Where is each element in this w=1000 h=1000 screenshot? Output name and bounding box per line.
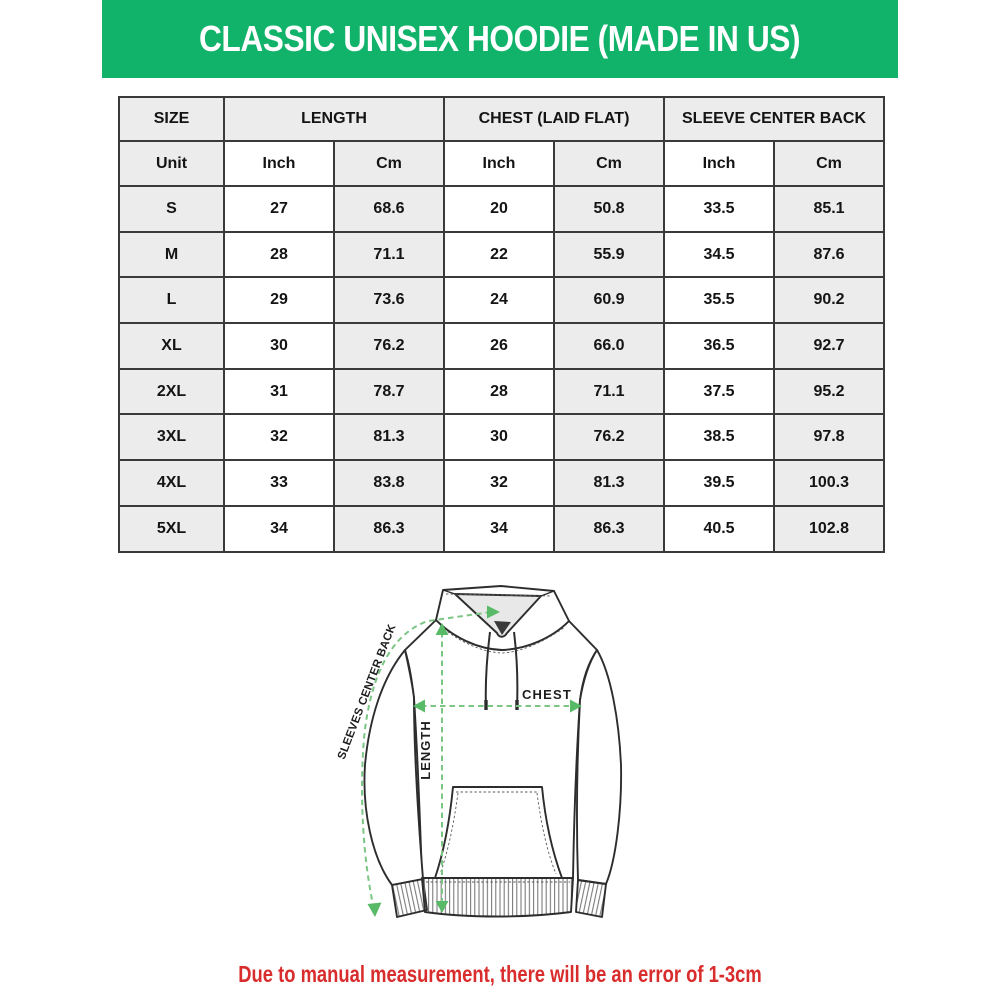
value-cell: 87.6 bbox=[773, 230, 886, 279]
value-cell: 95.2 bbox=[773, 367, 886, 416]
value-cell: 97.8 bbox=[773, 413, 886, 462]
value-cell: 39.5 bbox=[663, 459, 776, 507]
value-cell: 30 bbox=[223, 322, 335, 370]
table-row: 2XL 31 78.7 28 71.1 37.5 95.2 bbox=[118, 367, 886, 416]
unit-cell: Cm bbox=[773, 140, 886, 187]
value-cell: 26 bbox=[443, 322, 555, 370]
col-header-chest: CHEST (LAID FLAT) bbox=[442, 96, 666, 142]
title-banner: CLASSIC UNISEX HOODIE (MADE IN US) bbox=[102, 0, 898, 78]
value-cell: 28 bbox=[443, 367, 555, 416]
unit-cell: Inch bbox=[443, 140, 555, 187]
value-cell: 28 bbox=[223, 230, 335, 279]
value-cell: 73.6 bbox=[333, 276, 445, 325]
value-cell: 81.3 bbox=[552, 459, 666, 507]
table-row: 3XL 32 81.3 30 76.2 38.5 97.8 bbox=[118, 413, 886, 462]
arrow-right-icon bbox=[487, 605, 500, 619]
hoodie-measurement-diagram: CHEST LENGTH SLEEVES CENTER BACK bbox=[336, 585, 623, 918]
value-cell: 34 bbox=[223, 504, 335, 553]
size-cell: L bbox=[118, 276, 225, 325]
value-cell: 66.0 bbox=[552, 322, 666, 370]
unit-row: Unit Inch Cm Inch Cm Inch Cm bbox=[118, 140, 886, 187]
table-row: 4XL 33 83.8 32 81.3 39.5 100.3 bbox=[118, 459, 886, 507]
value-cell: 37.5 bbox=[663, 367, 776, 416]
value-cell: 90.2 bbox=[773, 276, 886, 325]
arrow-left-icon bbox=[413, 699, 425, 713]
value-cell: 32 bbox=[223, 413, 335, 462]
value-cell: 100.3 bbox=[773, 459, 886, 507]
page-title: CLASSIC UNISEX HOODIE (MADE IN US) bbox=[199, 18, 801, 59]
table-row: 5XL 34 86.3 34 86.3 40.5 102.8 bbox=[118, 504, 886, 553]
value-cell: 29 bbox=[223, 276, 335, 325]
unit-cell: Cm bbox=[333, 140, 445, 187]
unit-cell: Inch bbox=[663, 140, 776, 187]
value-cell: 83.8 bbox=[333, 459, 445, 507]
value-cell: 102.8 bbox=[773, 504, 886, 553]
size-rows: S 27 68.6 20 50.8 33.5 85.1 M 28 71.1 22 55.9 34.5 87… bbox=[118, 185, 886, 553]
length-label: LENGTH bbox=[418, 720, 433, 779]
value-cell: 60.9 bbox=[552, 276, 666, 325]
value-cell: 40.5 bbox=[663, 504, 776, 553]
measurement-lines bbox=[361, 605, 582, 917]
size-cell: 5XL bbox=[118, 504, 225, 553]
value-cell: 78.7 bbox=[333, 367, 445, 416]
size-chart-table: SIZE LENGTH CHEST (LAID FLAT) SLEEVE CEN… bbox=[118, 96, 886, 553]
table-header-row: SIZE LENGTH CHEST (LAID FLAT) SLEEVE CEN… bbox=[118, 96, 886, 142]
value-cell: 81.3 bbox=[333, 413, 445, 462]
size-cell: S bbox=[118, 185, 225, 233]
value-cell: 71.1 bbox=[333, 230, 445, 279]
col-header-size: SIZE bbox=[118, 96, 225, 142]
col-header-sleeve: SLEEVE CENTER BACK bbox=[663, 96, 886, 142]
value-cell: 71.1 bbox=[552, 367, 666, 416]
value-cell: 68.6 bbox=[333, 185, 445, 233]
value-cell: 22 bbox=[443, 230, 555, 279]
size-cell: M bbox=[118, 230, 225, 279]
size-cell: 2XL bbox=[118, 367, 225, 416]
table-row: M 28 71.1 22 55.9 34.5 87.6 bbox=[118, 230, 886, 279]
unit-label-cell: Unit bbox=[118, 140, 225, 187]
arrow-up-icon bbox=[435, 623, 449, 635]
value-cell: 27 bbox=[223, 185, 335, 233]
measurement-error-note: Due to manual measurement, there will be… bbox=[238, 961, 762, 987]
value-cell: 31 bbox=[223, 367, 335, 416]
value-cell: 50.8 bbox=[552, 185, 666, 233]
unit-cell: Cm bbox=[552, 140, 666, 187]
size-cell: XL bbox=[118, 322, 225, 370]
value-cell: 35.5 bbox=[663, 276, 776, 325]
hoodie-outline bbox=[363, 585, 623, 918]
value-cell: 76.2 bbox=[552, 413, 666, 462]
value-cell: 34.5 bbox=[663, 230, 776, 279]
value-cell: 86.3 bbox=[333, 504, 445, 553]
value-cell: 33 bbox=[223, 459, 335, 507]
arrow-right-icon bbox=[570, 699, 582, 713]
value-cell: 30 bbox=[443, 413, 555, 462]
value-cell: 32 bbox=[443, 459, 555, 507]
table-row: L 29 73.6 24 60.9 35.5 90.2 bbox=[118, 276, 886, 325]
value-cell: 55.9 bbox=[552, 230, 666, 279]
value-cell: 24 bbox=[443, 276, 555, 325]
chest-label: CHEST bbox=[522, 687, 572, 702]
table-row: XL 30 76.2 26 66.0 36.5 92.7 bbox=[118, 322, 886, 370]
size-cell: 3XL bbox=[118, 413, 225, 462]
value-cell: 86.3 bbox=[552, 504, 666, 553]
table-row: S 27 68.6 20 50.8 33.5 85.1 bbox=[118, 185, 886, 233]
sleeve-measure-line bbox=[361, 611, 492, 906]
value-cell: 38.5 bbox=[663, 413, 776, 462]
value-cell: 85.1 bbox=[773, 185, 886, 233]
value-cell: 34 bbox=[443, 504, 555, 553]
value-cell: 36.5 bbox=[663, 322, 776, 370]
col-header-length: LENGTH bbox=[223, 96, 445, 142]
value-cell: 20 bbox=[443, 185, 555, 233]
size-cell: 4XL bbox=[118, 459, 225, 507]
unit-cell: Inch bbox=[223, 140, 335, 187]
value-cell: 92.7 bbox=[773, 322, 886, 370]
arrow-down-icon bbox=[435, 901, 449, 913]
value-cell: 76.2 bbox=[333, 322, 445, 370]
arrow-down-icon bbox=[367, 902, 382, 917]
value-cell: 33.5 bbox=[663, 185, 776, 233]
